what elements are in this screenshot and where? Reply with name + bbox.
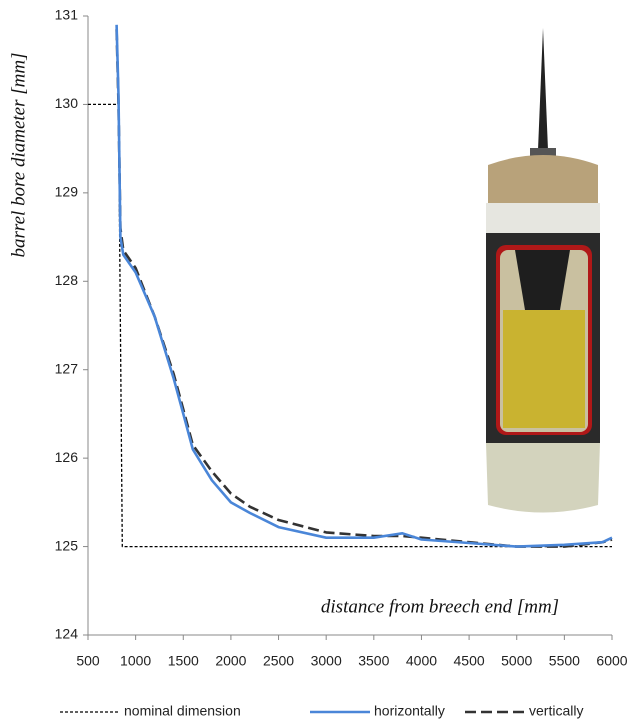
x-tick-label: 1000 [120, 653, 151, 669]
x-tick-label: 5000 [501, 653, 532, 669]
series-line [88, 103, 612, 548]
legend-item: nominal dimension [60, 703, 241, 719]
x-tick-label: 500 [76, 653, 100, 669]
y-axis-title: barrel bore diameter [mm] [8, 53, 29, 258]
x-tick-label: 4000 [406, 653, 437, 669]
x-tick-label: 6000 [596, 653, 627, 669]
cartridge-illustration [486, 28, 600, 513]
y-tick-label: 130 [55, 95, 79, 111]
y-tick-label: 125 [55, 537, 79, 553]
x-tick-label: 2000 [215, 653, 246, 669]
x-tick-label: 3500 [358, 653, 389, 669]
legend-item: vertically [465, 703, 583, 719]
y-tick-label: 127 [55, 360, 79, 376]
x-tick-label: 5500 [549, 653, 580, 669]
x-tick-label: 1500 [168, 653, 199, 669]
x-tick-label: 4500 [454, 653, 485, 669]
y-tick-label: 124 [55, 626, 79, 642]
y-tick-label: 126 [55, 449, 79, 465]
y-tick-label: 129 [55, 184, 79, 200]
legend-label: horizontally [374, 703, 445, 719]
x-tick-label: 3000 [311, 653, 342, 669]
x-tick-label: 2500 [263, 653, 294, 669]
legend-label: nominal dimension [124, 703, 241, 719]
legend-item: horizontally [310, 703, 445, 719]
y-tick-label: 128 [55, 272, 79, 288]
x-axis-title: distance from breech end [mm] [321, 596, 559, 617]
y-tick-label: 131 [55, 7, 79, 23]
series-line [115, 24, 613, 548]
legend-label: vertically [529, 703, 583, 719]
